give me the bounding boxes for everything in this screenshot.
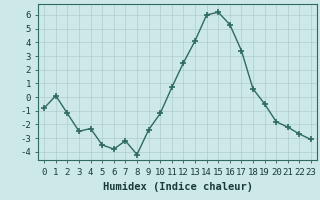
X-axis label: Humidex (Indice chaleur): Humidex (Indice chaleur) <box>103 182 252 192</box>
